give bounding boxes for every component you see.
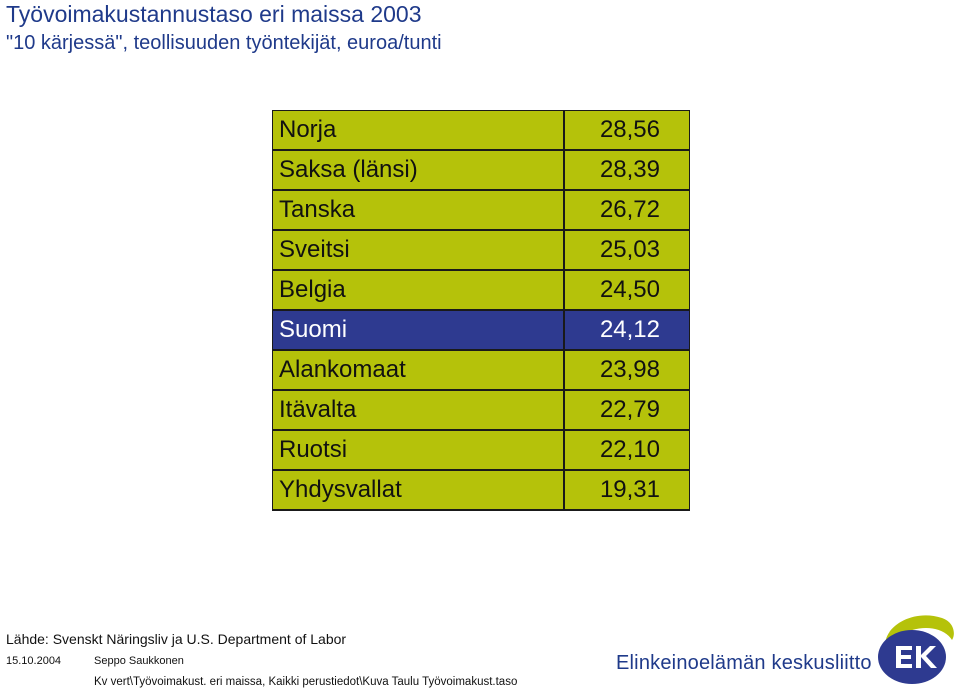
table-row: Yhdysvallat 19,31 bbox=[273, 471, 689, 509]
table-row: Ruotsi 22,10 bbox=[273, 431, 689, 469]
table-row: Alankomaat 23,98 bbox=[273, 351, 689, 389]
footer-author: Seppo Saukkonen bbox=[94, 655, 184, 667]
country-cell: Belgia bbox=[273, 271, 563, 309]
table-row: Tanska 26,72 bbox=[273, 191, 689, 229]
cost-table: Norja 28,56 Saksa (länsi) 28,39 Tanska 2… bbox=[272, 110, 690, 511]
value-cell: 26,72 bbox=[565, 191, 689, 229]
country-cell: Alankomaat bbox=[273, 351, 563, 389]
value-cell: 25,03 bbox=[565, 231, 689, 269]
country-cell: Itävalta bbox=[273, 391, 563, 429]
country-cell: Tanska bbox=[273, 191, 563, 229]
value-cell: 28,39 bbox=[565, 151, 689, 189]
table-row: Belgia 24,50 bbox=[273, 271, 689, 309]
table-row: Norja 28,56 bbox=[273, 111, 689, 149]
table-row: Saksa (länsi) 28,39 bbox=[273, 151, 689, 189]
value-cell: 24,12 bbox=[565, 311, 689, 349]
brand-name: Elinkeinoelämän keskusliitto bbox=[616, 652, 872, 674]
table-row-highlighted: Suomi 24,12 bbox=[273, 311, 689, 349]
country-cell: Norja bbox=[273, 111, 563, 149]
value-cell: 28,56 bbox=[565, 111, 689, 149]
country-cell: Sveitsi bbox=[273, 231, 563, 269]
table-row: Sveitsi 25,03 bbox=[273, 231, 689, 269]
value-cell: 19,31 bbox=[565, 471, 689, 509]
country-cell: Suomi bbox=[273, 311, 563, 349]
country-cell: Ruotsi bbox=[273, 431, 563, 469]
country-cell: Saksa (länsi) bbox=[273, 151, 563, 189]
country-cell: Yhdysvallat bbox=[273, 471, 563, 509]
page-subtitle: "10 kärjessä", teollisuuden työntekijät,… bbox=[6, 32, 442, 54]
source-note: Lähde: Svenskt Näringsliv ja U.S. Depart… bbox=[6, 631, 347, 647]
table-row: Itävalta 22,79 bbox=[273, 391, 689, 429]
value-cell: 22,10 bbox=[565, 431, 689, 469]
ek-logo-icon bbox=[878, 615, 954, 684]
footer-date: 15.10.2004 bbox=[6, 655, 62, 667]
value-cell: 22,79 bbox=[565, 391, 689, 429]
value-cell: 23,98 bbox=[565, 351, 689, 389]
footer-file-path: Kv vert\Työvoimakust. eri maissa, Kaikki… bbox=[94, 676, 518, 688]
page-title: Työvoimakustannustaso eri maissa 2003 bbox=[6, 1, 422, 27]
value-cell: 24,50 bbox=[565, 271, 689, 309]
